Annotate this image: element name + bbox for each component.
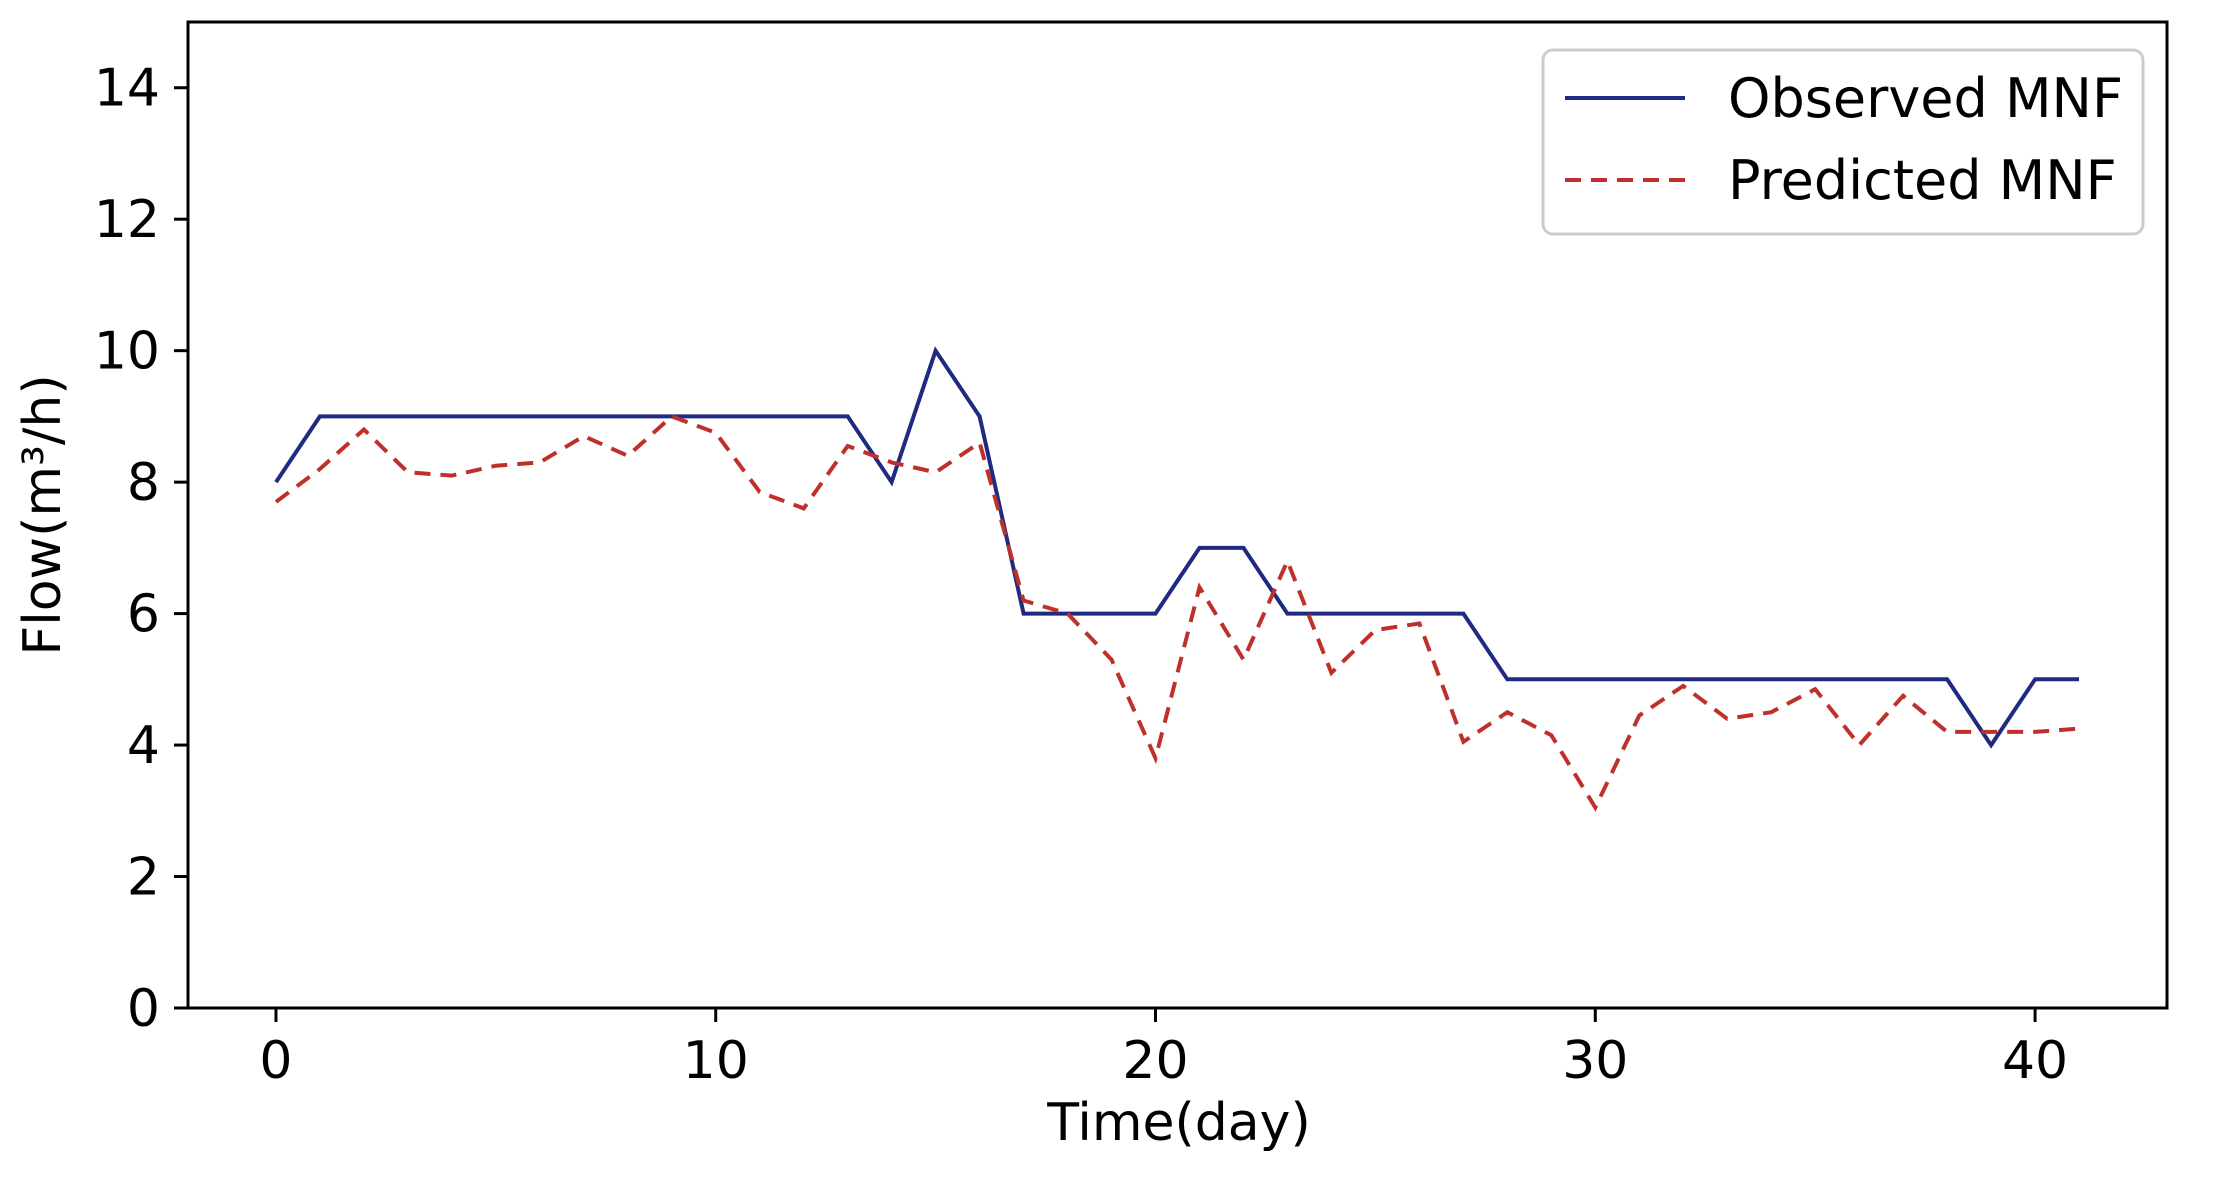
y-axis-label: Flow(m³/h): [13, 374, 73, 655]
x-tick-label: 20: [1122, 1031, 1188, 1091]
x-tick-label: 0: [259, 1031, 292, 1091]
y-tick-label: 2: [127, 848, 160, 908]
legend: Observed MNF Predicted MNF: [1541, 48, 2145, 236]
plot-frame: [186, 20, 2169, 1010]
series-predicted-line: [274, 414, 2080, 812]
legend-box: [1541, 48, 2145, 236]
x-tick-label: 40: [2002, 1031, 2068, 1091]
x-axis-label: Time(day): [1046, 1093, 1310, 1153]
y-tick-label: 10: [94, 322, 160, 382]
y-tick-label: 8: [127, 453, 160, 513]
series-layer: [274, 346, 2080, 812]
legend-observed-label: Observed MNF: [1728, 67, 2123, 130]
y-axis-ticks: 0 2 4 6 8 10 12 14: [94, 59, 188, 1039]
x-tick-label: 10: [683, 1031, 749, 1091]
y-tick-label: 0: [127, 979, 160, 1039]
x-tick-label: 30: [1562, 1031, 1628, 1091]
y-tick-label: 4: [127, 716, 160, 776]
legend-predicted-label: Predicted MNF: [1728, 149, 2117, 212]
series-observed-line: [274, 346, 2079, 749]
y-tick-label: 12: [94, 190, 160, 250]
y-tick-label: 6: [127, 585, 160, 645]
x-axis-ticks: 0 10 20 30 40: [259, 1008, 2068, 1091]
y-tick-label: 14: [94, 59, 160, 119]
